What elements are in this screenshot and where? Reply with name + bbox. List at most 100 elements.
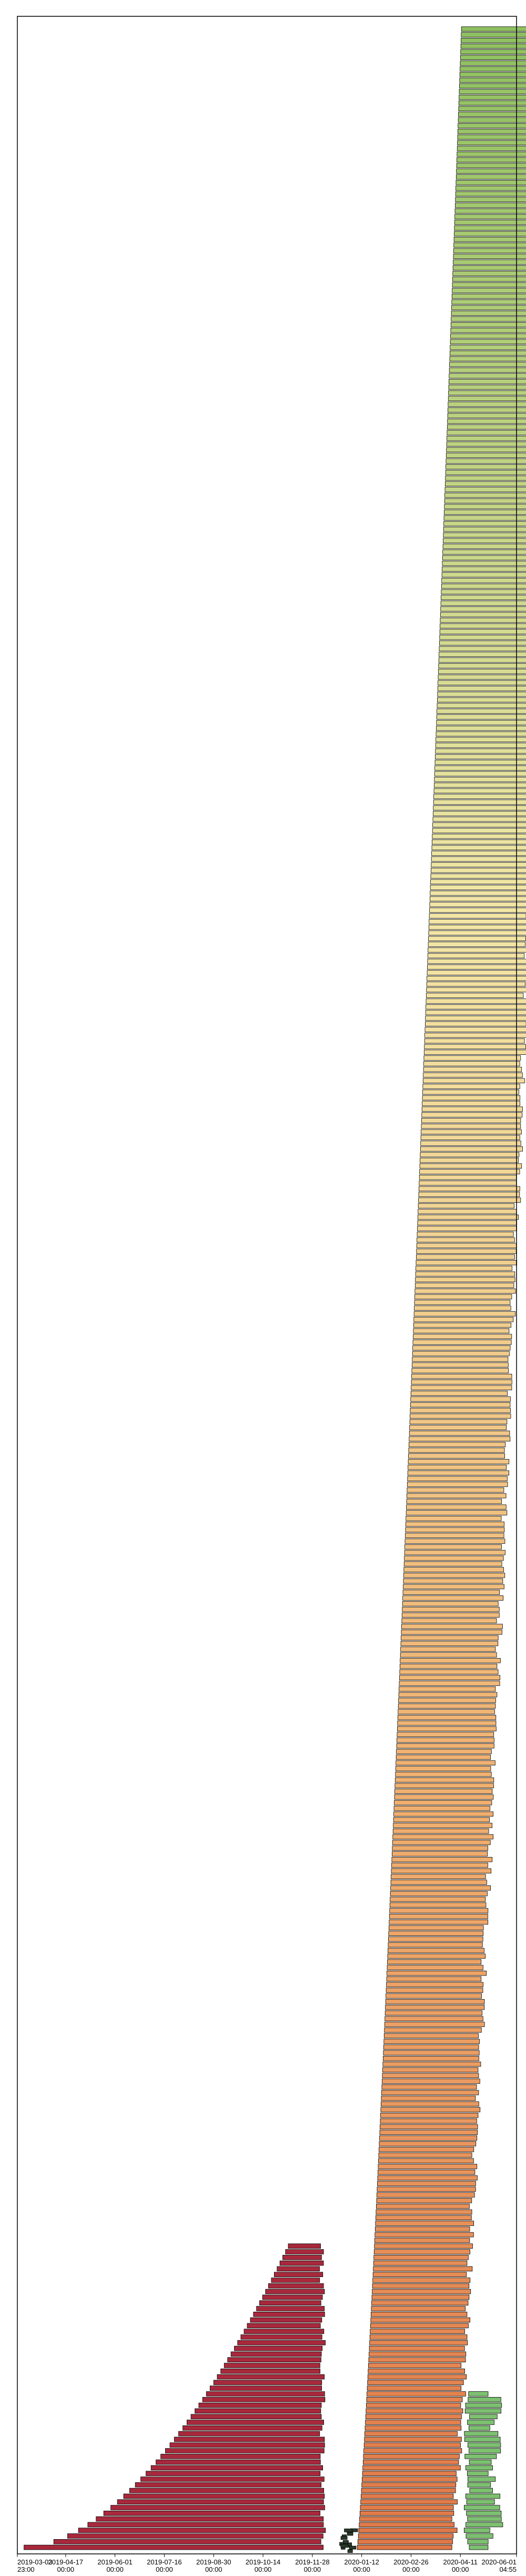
bar-staircase — [458, 123, 526, 128]
bar-staircase — [396, 1754, 491, 1760]
bar-staircase — [429, 902, 526, 907]
x-tick-label: 00:00 — [205, 2565, 222, 2573]
bar-staircase — [361, 2482, 457, 2488]
bar-staircase — [418, 1209, 517, 1214]
bar-staircase — [369, 2334, 468, 2340]
bar-staircase — [426, 981, 525, 987]
bar-staircase — [369, 2351, 467, 2357]
bar-staircase — [382, 2067, 479, 2073]
bar-light-green — [468, 2442, 501, 2448]
bar-light-green — [466, 2533, 493, 2539]
bar-staircase — [360, 2505, 454, 2510]
bar-staircase — [418, 1197, 521, 1203]
bar-staircase — [415, 1277, 515, 1283]
bar-staircase — [391, 1851, 488, 1856]
x-tick-label: 2020-06-01 — [482, 2558, 517, 2566]
bar-staircase — [393, 1817, 490, 1823]
bar-staircase — [366, 2402, 461, 2408]
bar-staircase — [397, 1738, 494, 1743]
bar-staircase — [382, 2079, 480, 2084]
bar-staircase — [441, 589, 526, 595]
bar-staircase — [367, 2380, 464, 2385]
bar-staircase — [428, 942, 526, 947]
bar-staircase — [458, 100, 526, 106]
bar-staircase — [461, 38, 526, 43]
bar-staircase — [457, 128, 526, 134]
bar-staircase — [449, 379, 526, 384]
bar-staircase — [375, 2226, 470, 2232]
bar-red — [117, 2499, 324, 2504]
bar-staircase — [448, 402, 526, 407]
bar-red — [213, 2380, 322, 2385]
bar-red — [240, 2334, 322, 2340]
bar-staircase — [429, 907, 526, 913]
bar-staircase — [394, 1789, 493, 1794]
bar-staircase — [426, 993, 524, 999]
bar-red — [209, 2385, 322, 2391]
bar-red — [140, 2477, 325, 2482]
bar-staircase — [383, 2039, 480, 2044]
x-tick-label: 2019-08-30 — [196, 2558, 231, 2566]
bar-staircase — [411, 1373, 512, 1379]
bar-staircase — [398, 1698, 496, 1703]
bar-staircase — [416, 1265, 512, 1271]
bar-staircase — [386, 1988, 483, 1993]
bar-staircase — [406, 1499, 502, 1504]
bar-staircase — [414, 1305, 511, 1311]
bar-light-green — [466, 2499, 495, 2504]
bar-staircase — [436, 731, 526, 737]
bar-light-green — [466, 2522, 503, 2528]
bar-staircase — [358, 2533, 454, 2539]
bar-staircase — [428, 924, 526, 930]
bar-staircase — [441, 572, 526, 577]
bar-staircase — [449, 367, 526, 373]
bar-light-green — [468, 2425, 490, 2431]
bar-staircase — [411, 1368, 509, 1373]
x-tick-label: 2019-10-14 — [246, 2558, 281, 2566]
bar-staircase — [432, 834, 526, 839]
bar-staircase — [407, 1470, 509, 1476]
bar-staircase — [426, 1004, 526, 1010]
bar-light-green — [467, 2539, 489, 2544]
bar-staircase — [365, 2420, 461, 2425]
bar-staircase — [401, 1612, 500, 1618]
bar-staircase — [404, 1550, 505, 1555]
bar-staircase — [442, 561, 526, 566]
bar-staircase — [395, 1771, 492, 1777]
bar-red — [78, 2528, 326, 2533]
bar-staircase — [374, 2243, 473, 2249]
bar-staircase — [453, 259, 526, 265]
bar-staircase — [454, 219, 526, 225]
bar-staircase — [373, 2254, 469, 2260]
bar-staircase — [455, 191, 526, 197]
bar-staircase — [445, 481, 526, 486]
bar-red — [259, 2300, 321, 2305]
bar-staircase — [446, 441, 526, 447]
bar-staircase — [430, 867, 526, 873]
bar-staircase — [439, 629, 526, 634]
bar-red — [282, 2254, 322, 2260]
bar-staircase — [389, 1913, 488, 1919]
bar-staircase — [370, 2317, 470, 2323]
bar-staircase — [438, 663, 526, 668]
bar-staircase — [457, 157, 526, 163]
bar-staircase — [367, 2391, 466, 2397]
bar-staircase — [437, 692, 526, 697]
x-tick-label: 2019-07-16 — [147, 2558, 182, 2566]
bar-staircase — [414, 1288, 516, 1294]
bar-light-green — [469, 2459, 492, 2465]
bar-light-green — [463, 2528, 490, 2533]
bar-staircase — [420, 1152, 520, 1157]
bar-staircase — [459, 94, 526, 100]
bar-staircase — [440, 617, 526, 623]
bar-staircase — [397, 1726, 497, 1732]
bar-staircase — [386, 1993, 482, 1999]
bar-staircase — [383, 2033, 479, 2039]
bar-red — [285, 2249, 324, 2254]
bar-staircase — [457, 134, 526, 140]
bar-red — [150, 2465, 323, 2471]
bar-staircase — [433, 788, 526, 794]
bar-staircase — [441, 578, 526, 583]
bar-staircase — [410, 1413, 511, 1419]
bar-staircase — [411, 1385, 512, 1391]
